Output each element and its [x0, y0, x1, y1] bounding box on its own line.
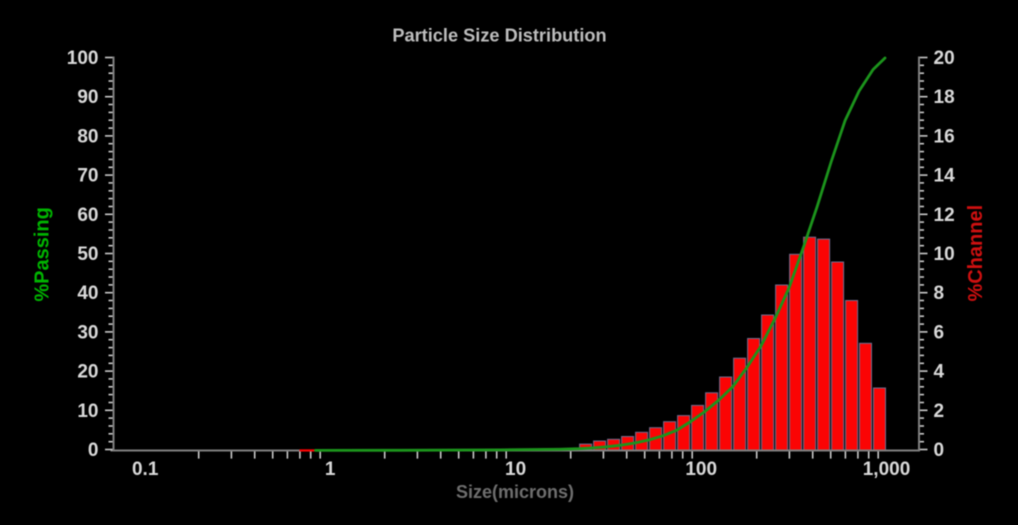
svg-text:%Passing: %Passing — [31, 207, 53, 301]
svg-text:%Channel: %Channel — [965, 205, 987, 302]
svg-text:10: 10 — [934, 244, 955, 265]
svg-text:16: 16 — [934, 126, 955, 147]
svg-text:6: 6 — [934, 322, 945, 343]
svg-text:20: 20 — [77, 362, 98, 383]
svg-text:90: 90 — [77, 87, 98, 108]
svg-text:12: 12 — [934, 205, 955, 226]
svg-text:60: 60 — [77, 205, 98, 226]
svg-text:2: 2 — [934, 401, 945, 422]
svg-text:30: 30 — [77, 322, 98, 343]
svg-text:4: 4 — [934, 362, 945, 383]
svg-text:70: 70 — [77, 166, 98, 187]
svg-text:8: 8 — [934, 283, 945, 304]
svg-text:50: 50 — [77, 244, 98, 265]
svg-text:80: 80 — [77, 126, 98, 147]
svg-text:100: 100 — [685, 459, 717, 480]
svg-text:14: 14 — [934, 166, 956, 187]
svg-text:40: 40 — [77, 283, 98, 304]
svg-text:18: 18 — [934, 87, 955, 108]
svg-text:10: 10 — [77, 401, 98, 422]
svg-text:Particle Size Distribution: Particle Size Distribution — [392, 26, 606, 46]
svg-text:0: 0 — [88, 440, 99, 461]
svg-text:Size(microns): Size(microns) — [456, 482, 574, 502]
svg-text:1,000: 1,000 — [863, 459, 911, 480]
svg-text:0: 0 — [934, 440, 945, 461]
svg-text:100: 100 — [67, 48, 99, 69]
svg-text:10: 10 — [505, 459, 526, 480]
svg-text:1: 1 — [325, 459, 336, 480]
svg-text:20: 20 — [934, 48, 955, 69]
svg-text:0.1: 0.1 — [132, 459, 159, 480]
